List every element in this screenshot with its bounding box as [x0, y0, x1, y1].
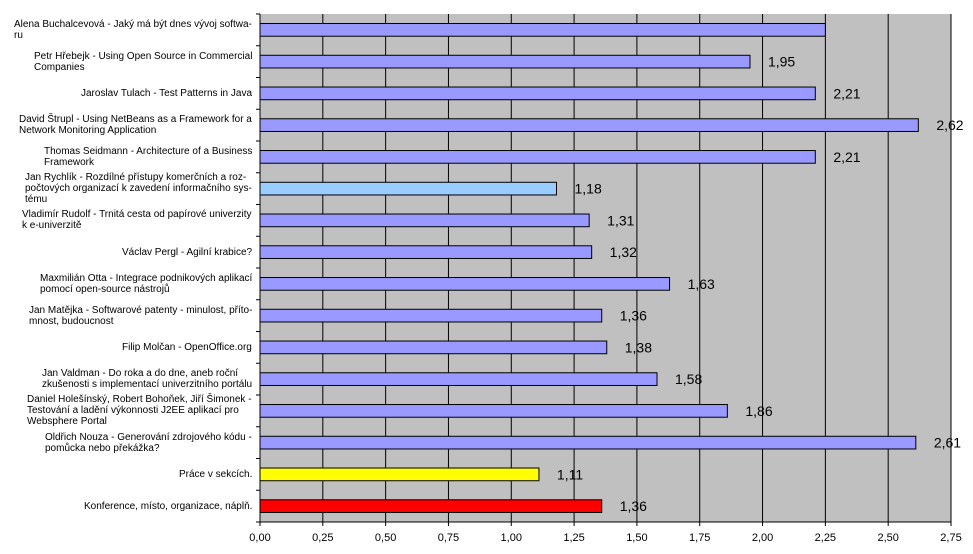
- data-label: 1,63: [688, 276, 715, 292]
- category-label: Alena Buchalcevová - Jaký má být dnes vý…: [14, 18, 252, 41]
- category-label: Filip Molčan - OpenOffice.org: [122, 341, 252, 353]
- x-tick-label: 2,25: [815, 532, 836, 544]
- x-tick-label: 0,75: [438, 532, 459, 544]
- category-label: Maxmilián Otta - Integrace podnikových a…: [40, 272, 253, 295]
- bar: [259, 181, 558, 196]
- data-label: 1,18: [575, 181, 602, 197]
- category-label: Vladimír Rudolf - Trnitá cesta od papíro…: [22, 209, 252, 232]
- x-tick-label: 0,50: [375, 532, 396, 544]
- category-label: Jaroslav Tulach - Test Patterns in Java: [81, 87, 253, 99]
- bar: [259, 23, 826, 37]
- data-label: 1,58: [675, 371, 702, 387]
- category-label: Konference, místo, organizace, náplň.: [84, 500, 253, 512]
- x-tick-label: 0,25: [312, 532, 333, 544]
- category-label: Oldřich Nouza - Generování zdrojového kó…: [45, 431, 252, 454]
- x-tick-label: 0,00: [249, 532, 270, 544]
- bar: [259, 308, 603, 323]
- bar: [259, 54, 751, 69]
- data-label: 2,21: [833, 85, 860, 101]
- category-label: Thomas Seidmann - Architecture of a Busi…: [44, 145, 253, 168]
- x-tick-label: 1,50: [626, 532, 647, 544]
- bar: [259, 86, 816, 101]
- x-tick-label: 1,25: [563, 532, 584, 544]
- bar: [259, 245, 593, 259]
- data-label: 2,21: [833, 149, 860, 165]
- value-labels: 1,95 2,21 2,62 2,21 1,18 1,31 1,32 1,63 1,36 1,38…: [557, 54, 964, 515]
- x-tick-label: 1,00: [501, 532, 522, 544]
- bar: [259, 467, 540, 482]
- data-label: 1,31: [607, 212, 634, 228]
- x-tick-label: 2,00: [752, 532, 773, 544]
- category-label: Práce v sekcích.: [179, 468, 253, 480]
- bar: [259, 435, 917, 450]
- axes: [256, 13, 952, 526]
- data-label: 1,11: [557, 466, 583, 482]
- x-tick-label: 1,75: [689, 532, 710, 544]
- category-label: Jan Rychlík - Rozdílné přístupy komerční…: [25, 172, 252, 206]
- category-label: Jan Matějka - Softwarové patenty - minul…: [29, 304, 253, 327]
- bar: [259, 372, 658, 386]
- category-label: David Štrupl - Using NetBeans as a Frame…: [19, 114, 252, 137]
- x-tick-label: 2,75: [940, 532, 961, 544]
- bar: [259, 150, 816, 164]
- data-label: 2,61: [934, 435, 961, 451]
- bar: [259, 404, 728, 418]
- x-tick-labels: 0,00 0,25 0,50 0,75 1,00 1,25 1,50 1,75 2,00 2,25…: [249, 532, 961, 544]
- bar: [259, 277, 671, 291]
- data-label: 1,32: [610, 244, 637, 260]
- bars: [259, 23, 919, 513]
- category-label: Jan Valdman - Do roka a do dne, aneb roč…: [42, 368, 253, 391]
- category-label: Daniel Holešínský, Robert Bohoňek, Jiří …: [27, 394, 252, 428]
- data-label: 1,36: [620, 308, 647, 324]
- x-tick-label: 2,50: [877, 532, 898, 544]
- data-label: 1,38: [625, 339, 652, 355]
- bar: [259, 499, 603, 513]
- bar: [259, 213, 590, 228]
- data-label: 1,36: [620, 498, 647, 514]
- data-label: 2,62: [936, 117, 963, 133]
- category-label: Petr Hřebejk - Using Open Source in Comm…: [34, 50, 253, 73]
- bar: [259, 340, 608, 355]
- data-label: 1,95: [768, 54, 795, 70]
- category-label: Václav Pergl - Agilní krabice?: [122, 246, 253, 258]
- data-label: 1,86: [745, 403, 772, 419]
- bar: [259, 118, 919, 132]
